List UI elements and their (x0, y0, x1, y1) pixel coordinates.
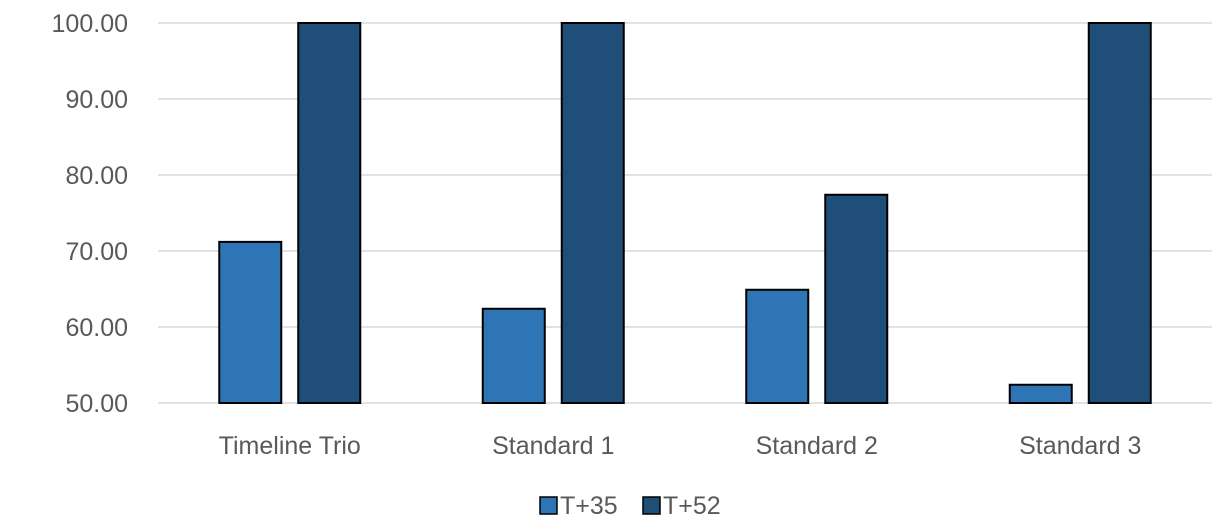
bar-t35-3 (1008, 383, 1073, 405)
legend: T+35 T+52 (539, 492, 721, 518)
legend-swatch (539, 496, 558, 515)
bar-t52-3 (1087, 22, 1152, 404)
bars (218, 22, 1152, 405)
bar-t52-0 (297, 22, 362, 404)
bar-t35-1 (481, 307, 546, 405)
bar-t52-1 (560, 22, 625, 404)
bar-t35-0 (218, 240, 283, 404)
y-tick-label: 100.00 (52, 10, 128, 38)
x-category-label: Standard 2 (756, 432, 878, 460)
y-tick-label: 90.00 (65, 86, 128, 114)
legend-label: T+35 (560, 492, 618, 518)
y-tick-label: 60.00 (65, 314, 128, 342)
x-category-label: Standard 1 (492, 432, 614, 460)
x-category-label: Standard 3 (1019, 432, 1141, 460)
bar-t35-2 (745, 288, 810, 405)
x-category-label: Timeline Trio (219, 432, 361, 460)
y-tick-label: 70.00 (65, 238, 128, 266)
legend-swatch (642, 496, 661, 515)
y-tick-label: 50.00 (65, 390, 128, 418)
x-axis-category-labels: Timeline Trio Standard 1 Standard 2 Standar… (219, 432, 1142, 460)
legend-label: T+52 (663, 492, 721, 518)
y-tick-label: 80.00 (65, 162, 128, 190)
bar-t52-2 (824, 193, 889, 404)
y-axis-tick-labels: 50.00 60.00 70.00 80.00 90.00 100.00 (52, 10, 128, 418)
